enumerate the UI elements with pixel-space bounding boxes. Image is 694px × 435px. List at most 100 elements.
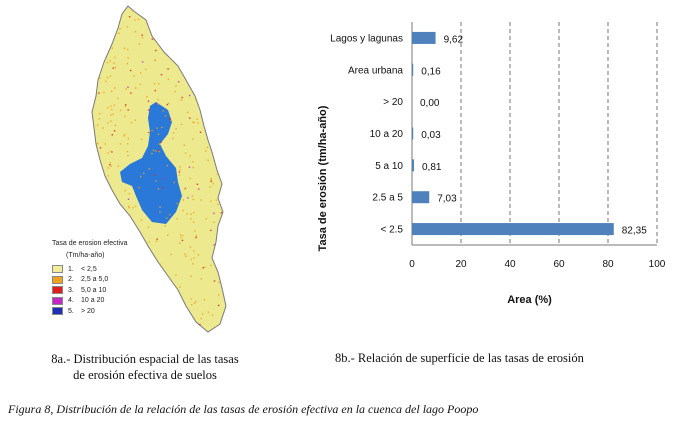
erosion-speckle — [176, 218, 178, 220]
erosion-speckle — [114, 87, 116, 89]
erosion-speckle — [180, 236, 182, 239]
erosion-speckle — [180, 29, 183, 31]
erosion-speckle — [111, 108, 113, 111]
erosion-speckle — [181, 96, 183, 99]
erosion-speckle — [141, 34, 143, 36]
erosion-speckle — [215, 10, 218, 12]
erosion-speckle — [193, 317, 195, 320]
erosion-speckle — [127, 155, 129, 157]
category-label: 2.5 a 5 — [372, 193, 403, 204]
erosion-speckle — [135, 273, 137, 275]
erosion-speckle — [159, 206, 161, 208]
erosion-speckle — [106, 16, 108, 19]
erosion-speckle — [192, 221, 195, 223]
erosion-speckle — [217, 84, 219, 87]
erosion-speckle — [96, 207, 98, 209]
erosion-speckle — [128, 192, 131, 195]
erosion-speckle — [158, 298, 161, 300]
erosion-speckle — [96, 164, 98, 167]
erosion-speckle — [155, 150, 157, 152]
erosion-speckle — [201, 67, 203, 70]
erosion-speckle — [119, 143, 122, 145]
erosion-speckle — [149, 312, 152, 315]
erosion-speckle — [217, 150, 219, 152]
erosion-speckle — [210, 229, 212, 232]
erosion-speckle — [195, 98, 197, 101]
erosion-speckle — [128, 207, 130, 209]
erosion-speckle — [181, 234, 184, 237]
erosion-speckle — [142, 274, 144, 276]
legend-items: 1. < 2,5 2. 2,5 a 5,0 3. 5,0 a 10 4. 10 a 20 5. >… — [52, 264, 128, 317]
erosion-speckle — [187, 111, 189, 114]
erosion-speckle — [134, 31, 137, 33]
erosion-speckle — [133, 75, 135, 77]
erosion-speckle — [173, 37, 175, 39]
erosion-speckle — [126, 48, 129, 51]
erosion-speckle — [193, 212, 195, 214]
erosion-speckle — [181, 63, 183, 65]
erosion-speckle — [172, 132, 175, 134]
erosion-speckle — [209, 186, 211, 188]
erosion-speckle — [134, 119, 137, 121]
erosion-speckle — [109, 164, 111, 166]
erosion-speckle — [172, 287, 175, 289]
erosion-speckle — [131, 10, 134, 12]
erosion-speckle — [175, 274, 177, 276]
erosion-speckle — [161, 319, 164, 321]
value-label: 0,16 — [421, 66, 441, 77]
erosion-speckle — [99, 180, 101, 183]
erosion-speckle — [147, 226, 150, 228]
erosion-speckle — [212, 63, 214, 65]
erosion-speckle — [98, 92, 100, 94]
legend-number: 3. — [68, 286, 74, 294]
erosion-speckle — [204, 266, 206, 268]
erosion-speckle — [192, 263, 194, 265]
erosion-speckle — [170, 119, 172, 122]
caption-8b: 8b.- Relación de superficie de las tasas… — [335, 351, 584, 365]
lake-shape — [120, 102, 182, 224]
erosion-speckle — [157, 103, 159, 105]
legend-label: 5,0 a 10 — [81, 286, 107, 294]
erosion-speckle — [127, 143, 129, 145]
erosion-speckle — [172, 137, 174, 140]
erosion-speckle — [99, 147, 102, 149]
erosion-speckle — [189, 117, 191, 119]
erosion-speckle — [125, 104, 127, 106]
x-axis-title: Area (%) — [507, 294, 552, 306]
erosion-speckle — [213, 132, 215, 134]
value-label: 0,81 — [422, 162, 442, 173]
category-label: 10 a 20 — [370, 129, 404, 140]
x-tick-label: 40 — [504, 259, 516, 270]
erosion-speckle — [128, 205, 130, 207]
erosion-speckle — [129, 16, 131, 18]
erosion-speckle — [157, 188, 160, 190]
legend-item: 5. > 20 — [52, 306, 128, 317]
erosion-speckle — [210, 178, 213, 181]
erosion-speckle — [219, 126, 221, 129]
erosion-speckle — [118, 32, 120, 34]
erosion-speckle — [178, 171, 181, 173]
erosion-speckle — [125, 223, 127, 226]
erosion-speckle — [109, 60, 111, 62]
erosion-speckle — [109, 75, 112, 77]
erosion-speckle — [160, 13, 162, 16]
erosion-speckle — [219, 156, 221, 159]
erosion-speckle — [130, 122, 133, 124]
erosion-speckle — [175, 127, 177, 130]
erosion-speckle — [189, 64, 192, 67]
erosion-speckle — [215, 199, 217, 201]
erosion-speckle — [193, 121, 195, 124]
basin-map — [91, 5, 227, 333]
erosion-speckle — [112, 14, 115, 16]
legend-number: 2. — [68, 276, 74, 284]
legend-number: 5. — [68, 307, 74, 315]
erosion-speckle — [113, 130, 116, 132]
erosion-speckle — [196, 118, 198, 120]
legend-item: 3. 5,0 a 10 — [52, 285, 128, 296]
erosion-speckle — [221, 279, 223, 282]
erosion-speckle — [170, 31, 172, 34]
erosion-speckle — [109, 162, 112, 164]
erosion-speckle — [156, 31, 159, 33]
erosion-speckle — [148, 168, 150, 170]
erosion-speckle — [107, 107, 109, 109]
